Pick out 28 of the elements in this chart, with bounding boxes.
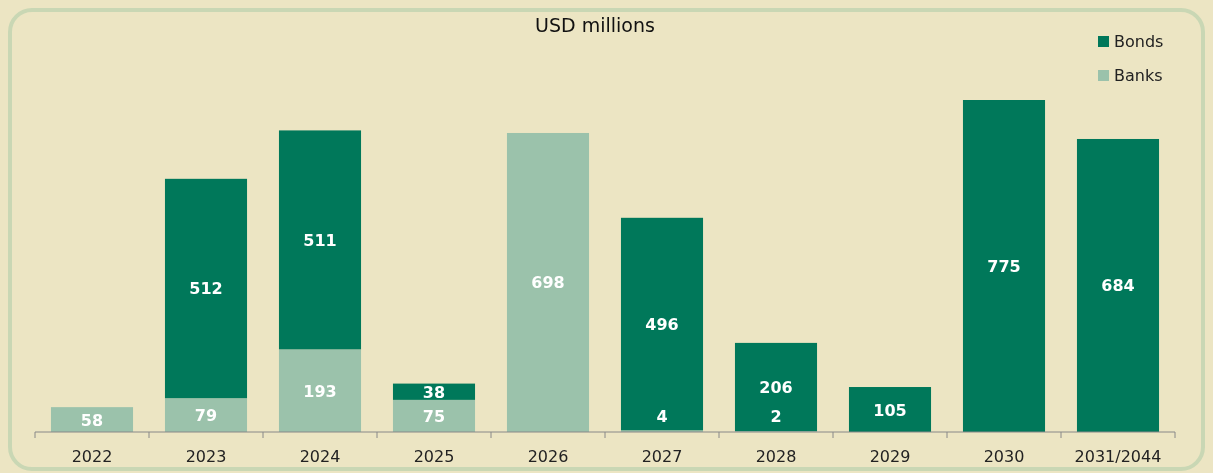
x-tick-label: 2023 [185,447,227,466]
data-label: 496 [645,315,679,335]
legend-label: Banks [1114,66,1163,85]
x-tick-label: 2022 [71,447,113,466]
data-label: 512 [189,279,223,299]
x-tick-label: 2030 [983,447,1025,466]
data-label: 2 [770,407,782,426]
data-label: 75 [422,406,446,426]
data-label: 79 [194,406,218,426]
x-tick-label: 2025 [413,447,455,466]
data-label: 684 [1101,276,1135,296]
data-label: 775 [987,257,1021,276]
x-tick-label: 2026 [527,447,569,466]
x-tick-label: 2029 [869,447,911,466]
data-label: 193 [303,381,337,401]
data-label: 4 [656,407,668,426]
x-tick-label: 2031/2044 [1074,447,1162,466]
chart-subtitle: USD millions [535,14,655,36]
legend-label: Bonds [1114,32,1164,51]
data-label: 698 [531,273,565,293]
data-label: 206 [759,378,793,398]
data-label: 58 [80,410,104,430]
x-tick-label: 2027 [641,447,683,466]
x-tick-label: 2028 [755,447,797,466]
x-tick-label: 2024 [299,447,341,466]
data-label: 105 [873,400,907,420]
data-label: 38 [422,382,446,402]
data-label: 511 [303,230,337,250]
